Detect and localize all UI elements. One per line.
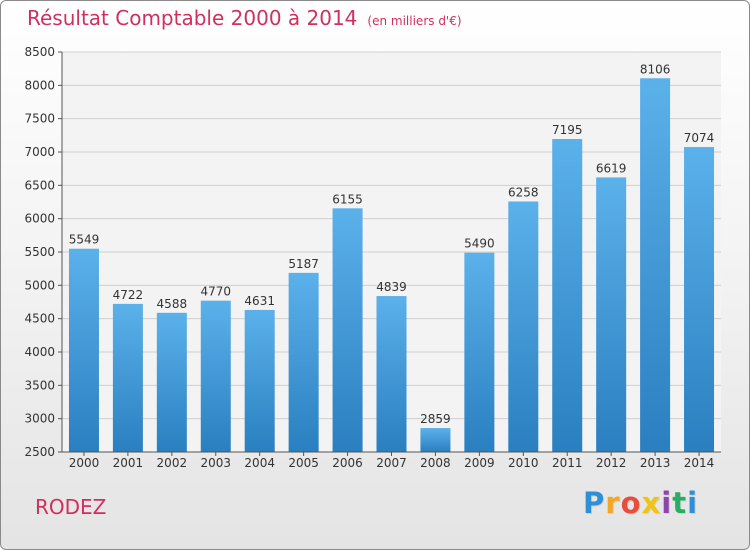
x-tick-label-2000: 2000: [69, 456, 100, 470]
logo-letter: x: [641, 486, 662, 520]
y-tick-label: 6000: [24, 212, 55, 226]
chart-title: Résultat Comptable 2000 à 2014 (en millie…: [27, 6, 462, 30]
logo-letter: o: [620, 486, 642, 520]
x-tick-label-2001: 2001: [113, 456, 144, 470]
y-tick-label: 4000: [24, 345, 55, 359]
bar-2012: [596, 177, 627, 452]
bar-2011: [552, 139, 583, 452]
y-tick-label: 7000: [24, 145, 55, 159]
x-tick-label-2002: 2002: [157, 456, 188, 470]
bar-2013: [640, 78, 671, 453]
x-tick-label-2005: 2005: [288, 456, 319, 470]
data-label-2013: 8106: [640, 62, 671, 76]
x-tick-label-2009: 2009: [464, 456, 495, 470]
x-tick-label-2014: 2014: [684, 456, 715, 470]
bar-2006: [332, 208, 363, 452]
bar-2001: [112, 303, 143, 452]
logo-letter: r: [605, 486, 621, 520]
x-tick-label-2007: 2007: [376, 456, 407, 470]
data-label-2001: 4722: [113, 288, 144, 302]
bar-2000: [68, 248, 99, 452]
y-tick-label: 2500: [24, 445, 55, 459]
logo-letter: t: [672, 486, 688, 520]
data-label-2008: 2859: [420, 412, 451, 426]
x-tick-label-2010: 2010: [508, 456, 539, 470]
y-tick-label: 3500: [24, 378, 55, 392]
bar-2002: [156, 312, 187, 452]
logo-letter: i: [661, 486, 673, 520]
bar-2007: [376, 296, 407, 452]
bar-2014: [684, 147, 715, 453]
chart-title-text: Résultat Comptable 2000 à 2014: [27, 6, 358, 30]
data-label-2012: 6619: [596, 161, 627, 175]
y-tick-label: 4500: [24, 312, 55, 326]
bar-2010: [508, 201, 539, 452]
x-tick-label-2013: 2013: [640, 456, 671, 470]
y-tick-label: 6500: [24, 178, 55, 192]
bar-2005: [288, 272, 319, 452]
x-tick-label-2008: 2008: [420, 456, 451, 470]
data-label-2006: 6155: [332, 192, 363, 206]
x-tick-label-2011: 2011: [552, 456, 583, 470]
bar-2009: [464, 252, 495, 452]
data-label-2014: 7074: [684, 131, 715, 145]
y-tick-label: 5500: [24, 245, 55, 259]
bar-2004: [244, 309, 275, 452]
x-tick-label-2003: 2003: [200, 456, 231, 470]
data-label-2004: 4631: [244, 294, 275, 308]
data-label-2003: 4770: [200, 285, 231, 299]
proxiti-logo: Proxiti: [583, 486, 698, 520]
y-tick-label: 8000: [24, 78, 55, 92]
y-tick-label: 8500: [24, 45, 55, 59]
data-label-2000: 5549: [69, 233, 100, 247]
bar-2008: [420, 428, 451, 452]
y-tick-label: 3000: [24, 412, 55, 426]
x-tick-label-2004: 2004: [244, 456, 275, 470]
y-tick-label: 5000: [24, 278, 55, 292]
data-label-2009: 5490: [464, 237, 495, 251]
logo-letter: i: [687, 486, 699, 520]
bar-2003: [200, 300, 231, 452]
city-name: RODEZ: [35, 495, 107, 519]
data-label-2011: 7195: [552, 123, 583, 137]
logo-letter: P: [583, 486, 606, 520]
data-label-2005: 5187: [288, 257, 319, 271]
chart-subtitle: (en milliers d'€): [367, 14, 462, 28]
y-tick-label: 7500: [24, 112, 55, 126]
data-label-2007: 4839: [376, 280, 407, 294]
x-tick-label-2006: 2006: [332, 456, 363, 470]
data-label-2002: 4588: [157, 297, 188, 311]
data-label-2010: 6258: [508, 185, 539, 199]
x-tick-label-2012: 2012: [596, 456, 627, 470]
